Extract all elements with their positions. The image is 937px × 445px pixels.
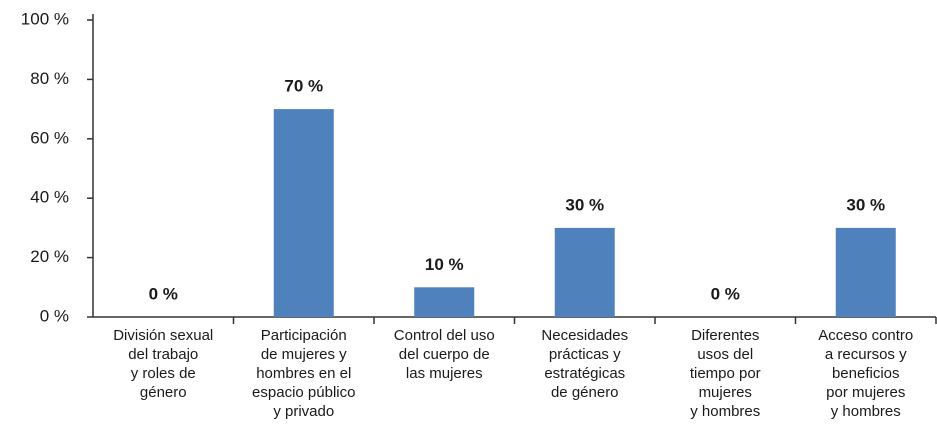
bar xyxy=(414,287,475,317)
x-tick-label: Diferentes usos del tiempo por mujeres y… xyxy=(689,327,761,420)
bar xyxy=(835,227,896,317)
x-tick-label: Participación de mujeres y hombres en el… xyxy=(252,327,356,420)
value-label: 70 % xyxy=(284,77,323,96)
bar xyxy=(554,227,615,317)
y-tick-label: 60 % xyxy=(30,128,69,147)
value-label: 30 % xyxy=(846,195,885,214)
value-label: 10 % xyxy=(425,255,464,274)
x-tick-label: Necesidades prácticas y estratégicas de … xyxy=(541,327,629,401)
x-tick-label: Control del uso del cuerpo de las mujere… xyxy=(393,327,495,382)
x-tick-label: División sexual del trabajo y roles de g… xyxy=(113,327,214,401)
y-tick-label: 20 % xyxy=(30,247,69,266)
y-tick-label: 100 % xyxy=(21,9,69,28)
y-tick-label: 40 % xyxy=(30,188,69,207)
y-tick-label: 80 % xyxy=(30,69,69,88)
value-label: 30 % xyxy=(565,195,604,214)
x-tick-label: Acceso contro a recursos y beneficios po… xyxy=(818,327,914,420)
y-tick-label: 0 % xyxy=(40,306,69,325)
bar xyxy=(273,109,334,317)
value-label: 0 % xyxy=(149,284,178,303)
value-label: 0 % xyxy=(711,284,740,303)
